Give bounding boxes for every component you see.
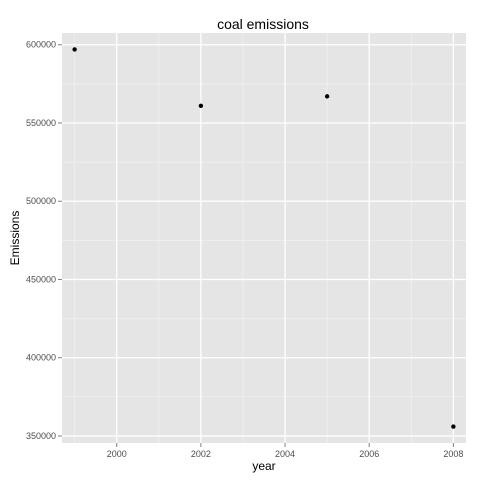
y-tick-label: 600000: [26, 40, 56, 50]
y-tick-label: 550000: [26, 118, 56, 128]
y-tick-label: 400000: [26, 353, 56, 363]
data-points: [72, 47, 456, 429]
y-axis: 350000 400000 450000 500000 550000 600000: [26, 40, 62, 441]
data-point: [72, 47, 77, 52]
chart-title: coal emissions: [217, 16, 309, 32]
x-tick-label: 2006: [359, 449, 379, 459]
x-tick-label: 2002: [191, 449, 211, 459]
y-tick-label: 450000: [26, 274, 56, 284]
data-point: [324, 94, 330, 99]
x-tick-label: 2008: [443, 449, 463, 459]
y-axis-title: Emissions: [8, 211, 22, 266]
x-axis: 2000 2002 2004 2006 2008: [107, 443, 463, 459]
x-axis-title: year: [252, 459, 275, 473]
data-point: [198, 103, 204, 108]
plot-panel: [62, 33, 466, 443]
x-tick-label: 2000: [107, 449, 127, 459]
grid-major: [62, 33, 466, 443]
x-tick-label: 2004: [275, 449, 295, 459]
y-tick-label: 350000: [26, 431, 56, 441]
grid-minor: [62, 33, 466, 443]
data-point: [451, 424, 456, 429]
y-tick-label: 500000: [26, 196, 56, 206]
